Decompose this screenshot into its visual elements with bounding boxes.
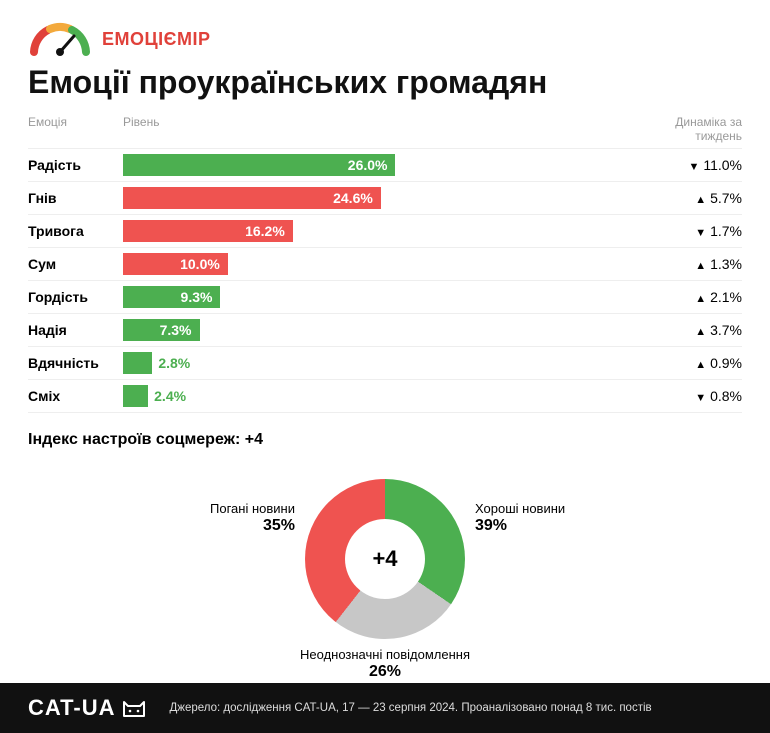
bar-value: 24.6% bbox=[333, 187, 381, 209]
arrow-down-icon: ▼ bbox=[695, 392, 706, 404]
bar-dynamics: ▲ 1.3% bbox=[647, 256, 742, 272]
donut-block: +4 Погані новини 35% Хороші новини 39% Н… bbox=[28, 459, 742, 679]
arrow-up-icon: ▲ bbox=[695, 260, 706, 272]
bar-value: 2.8% bbox=[152, 352, 190, 374]
bar-row-label: Сміх bbox=[28, 388, 123, 404]
donut-label-amb-text: Неоднозначні повідомлення bbox=[300, 647, 470, 662]
bar-dynamics: ▲ 5.7% bbox=[647, 190, 742, 206]
bar-wrap: 16.2% bbox=[123, 220, 647, 242]
col-header-emotion: Емоція bbox=[28, 115, 123, 144]
bar-wrap: 2.4% bbox=[123, 385, 647, 407]
bar-value: 9.3% bbox=[181, 286, 221, 308]
donut-label-good-text: Хороші новини bbox=[475, 501, 565, 516]
bar-wrap: 26.0% bbox=[123, 154, 647, 176]
bar-row: Сум 10.0% ▲ 1.3% bbox=[28, 248, 742, 281]
bar-dyn-value: 11.0% bbox=[703, 157, 742, 173]
bar-row-label: Гордість bbox=[28, 289, 123, 305]
arrow-up-icon: ▲ bbox=[695, 194, 706, 206]
bar-dynamics: ▲ 0.9% bbox=[647, 355, 742, 371]
bar-dyn-value: 3.7% bbox=[710, 322, 742, 338]
gauge-icon bbox=[28, 22, 92, 56]
donut-label-amb-pct: 26% bbox=[295, 662, 475, 681]
donut-label-good: Хороші новини 39% bbox=[475, 501, 595, 536]
col-header-dynamics: Динаміка за тиждень bbox=[647, 115, 742, 144]
bar-row: Надія 7.3% ▲ 3.7% bbox=[28, 314, 742, 347]
bar-value: 7.3% bbox=[160, 319, 200, 341]
bar-wrap: 9.3% bbox=[123, 286, 647, 308]
bar-dynamics: ▼ 0.8% bbox=[647, 388, 742, 404]
donut-label-bad-text: Погані новини bbox=[210, 501, 295, 516]
bar-row-label: Гнів bbox=[28, 190, 123, 206]
bar-row-label: Вдячність bbox=[28, 355, 123, 371]
footer-source: Джерело: дослідження CAT-UA, 17 — 23 сер… bbox=[169, 702, 651, 714]
brand-row: ЕМОЦІЄМІР bbox=[28, 22, 742, 56]
bar-row: Радість 26.0% ▼ 11.0% bbox=[28, 149, 742, 182]
bar-row: Вдячність 2.8% ▲ 0.9% bbox=[28, 347, 742, 380]
bar-row-label: Надія bbox=[28, 322, 123, 338]
bar-wrap: 10.0% bbox=[123, 253, 647, 275]
bar-chart: Радість 26.0% ▼ 11.0% Гнів 24.6% ▲ 5.7% Тривога 1… bbox=[28, 149, 742, 413]
bar-row-label: Радість bbox=[28, 157, 123, 173]
donut-label-good-pct: 39% bbox=[475, 516, 595, 535]
bar-dyn-value: 2.1% bbox=[710, 289, 742, 305]
bar-wrap: 7.3% bbox=[123, 319, 647, 341]
main-title: Емоції проукраїнських громадян bbox=[28, 64, 742, 101]
cat-icon bbox=[121, 698, 147, 718]
bar-value: 10.0% bbox=[180, 253, 228, 275]
arrow-up-icon: ▲ bbox=[695, 293, 706, 305]
bar-row: Сміх 2.4% ▼ 0.8% bbox=[28, 380, 742, 413]
donut-center: +4 bbox=[345, 519, 425, 599]
footer: CAT-UA Джерело: дослідження CAT-UA, 17 —… bbox=[0, 683, 770, 733]
bar-value: 2.4% bbox=[148, 385, 186, 407]
bar-wrap: 24.6% bbox=[123, 187, 647, 209]
index-title: Індекс настроїв соцмереж: +4 bbox=[28, 431, 742, 449]
bar-dyn-value: 5.7% bbox=[710, 190, 742, 206]
col-header-level: Рівень bbox=[123, 115, 647, 144]
bar-dynamics: ▼ 1.7% bbox=[647, 223, 742, 239]
bar-row: Гнів 24.6% ▲ 5.7% bbox=[28, 182, 742, 215]
donut-label-bad: Погані новини 35% bbox=[195, 501, 295, 536]
bar-row-label: Тривога bbox=[28, 223, 123, 239]
arrow-down-icon: ▼ bbox=[688, 161, 699, 173]
bar-dyn-value: 1.3% bbox=[710, 256, 742, 272]
bar-dynamics: ▲ 3.7% bbox=[647, 322, 742, 338]
arrow-up-icon: ▲ bbox=[695, 359, 706, 371]
bar bbox=[123, 385, 148, 407]
bar bbox=[123, 352, 152, 374]
bar-dynamics: ▼ 11.0% bbox=[647, 157, 742, 173]
footer-logo: CAT-UA bbox=[28, 695, 147, 721]
bar-wrap: 2.8% bbox=[123, 352, 647, 374]
brand-label: ЕМОЦІЄМІР bbox=[102, 29, 210, 50]
donut-label-ambiguous: Неоднозначні повідомлення 26% bbox=[295, 647, 475, 682]
bar-dyn-value: 1.7% bbox=[710, 223, 742, 239]
arrow-up-icon: ▲ bbox=[695, 326, 706, 338]
bar-dyn-value: 0.8% bbox=[710, 388, 742, 404]
chart-headers: Емоція Рівень Динаміка за тиждень bbox=[28, 115, 742, 149]
bar-row: Гордість 9.3% ▲ 2.1% bbox=[28, 281, 742, 314]
bar-value: 26.0% bbox=[348, 154, 396, 176]
bar-dyn-value: 0.9% bbox=[710, 355, 742, 371]
arrow-down-icon: ▼ bbox=[695, 227, 706, 239]
bar-row: Тривога 16.2% ▼ 1.7% bbox=[28, 215, 742, 248]
bar-dynamics: ▲ 2.1% bbox=[647, 289, 742, 305]
bar-row-label: Сум bbox=[28, 256, 123, 272]
footer-logo-text: CAT-UA bbox=[28, 695, 115, 721]
bar-value: 16.2% bbox=[245, 220, 293, 242]
donut-label-bad-pct: 35% bbox=[195, 516, 295, 535]
